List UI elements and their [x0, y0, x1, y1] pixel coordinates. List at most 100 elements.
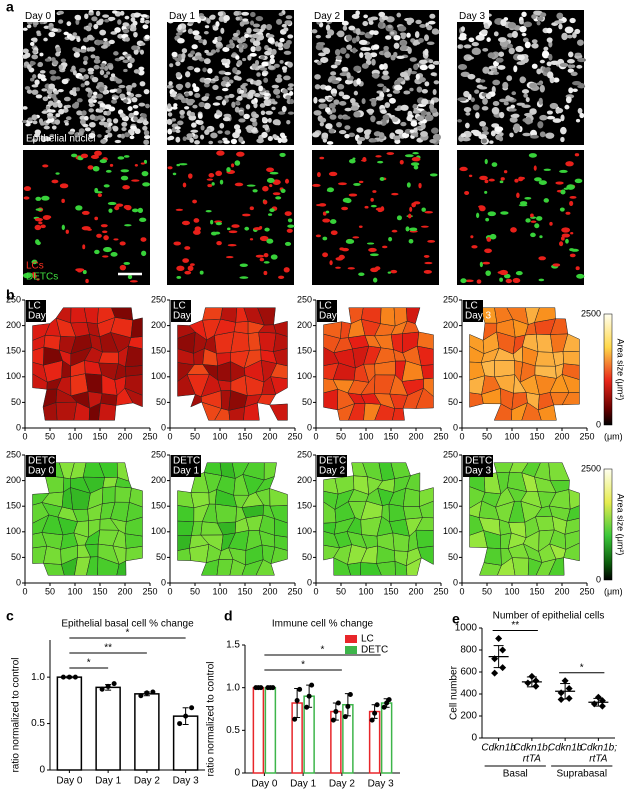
day-label: Day 2 — [314, 11, 341, 22]
nucleus — [30, 41, 35, 47]
voronoi-cell — [177, 505, 195, 523]
significance-label: * — [301, 660, 305, 671]
nucleus — [58, 108, 65, 115]
nucleus — [51, 125, 57, 130]
lc-cell — [96, 233, 102, 238]
nucleus — [415, 19, 422, 25]
nucleus — [492, 79, 501, 86]
nucleus — [200, 125, 205, 131]
nucleus — [33, 133, 40, 138]
map-cell-label: LC — [465, 301, 478, 312]
lc-cell — [316, 171, 321, 178]
nucleus — [382, 85, 387, 93]
detc-cell — [559, 169, 568, 173]
nucleus — [424, 81, 430, 87]
nucleus — [85, 26, 92, 32]
nucleus — [34, 79, 40, 86]
day-label-box — [312, 10, 344, 22]
detc-cell — [484, 190, 488, 194]
voronoi-cell — [263, 462, 277, 481]
lc-cell — [231, 163, 235, 168]
micrograph-cells — [165, 9, 295, 145]
nucleus — [252, 28, 261, 33]
data-point — [330, 717, 336, 723]
nucleus — [363, 14, 368, 19]
nucleus — [240, 84, 246, 90]
nucleus — [102, 89, 108, 95]
image-label: Epithelial nuclei — [26, 134, 96, 145]
lc-cell — [561, 236, 565, 241]
nucleus — [127, 106, 133, 112]
nucleus — [210, 49, 217, 54]
nucleus — [229, 39, 234, 45]
nucleus — [31, 84, 39, 88]
x-tick-label: 250 — [287, 586, 302, 596]
voronoi-cell — [534, 351, 556, 367]
nucleus — [342, 115, 351, 120]
nucleus — [26, 24, 32, 29]
nucleus — [523, 21, 533, 28]
nucleus — [85, 87, 92, 92]
lc-cell — [335, 266, 341, 269]
area-map — [323, 307, 434, 421]
voronoi-cell — [125, 365, 143, 377]
nucleus — [498, 136, 504, 142]
nucleus — [539, 59, 545, 64]
y-tick-label: 1.0 — [226, 682, 240, 693]
nucleus — [493, 31, 499, 37]
nucleus — [252, 40, 261, 47]
nucleus — [287, 34, 294, 39]
nucleus — [75, 87, 80, 92]
nucleus — [400, 104, 409, 111]
nucleus — [415, 73, 420, 80]
y-axis-label: Cell number — [449, 665, 460, 720]
nucleus — [93, 64, 100, 70]
lc-cell — [94, 216, 99, 221]
lc-cell — [533, 165, 537, 171]
detc-cell — [358, 272, 365, 277]
lc-cell — [530, 220, 537, 223]
lc-cell — [102, 230, 108, 234]
data-point — [66, 674, 72, 680]
nucleus — [76, 98, 83, 103]
lc-cell — [206, 178, 214, 181]
panel-label: c — [6, 608, 14, 624]
nucleus — [356, 78, 362, 85]
nucleus — [522, 132, 531, 137]
nucleus — [105, 129, 110, 134]
nucleus — [325, 123, 333, 130]
map-day-label: Day 1 — [173, 311, 200, 322]
voronoi-cell — [269, 488, 288, 507]
detc-cell — [55, 172, 60, 175]
nucleus — [103, 110, 108, 116]
voronoi-cell — [548, 462, 570, 481]
y-tick-label: 0 — [16, 577, 21, 587]
detc-cell — [287, 224, 295, 228]
y-tick-label: 600 — [460, 667, 477, 678]
detc-cell — [123, 261, 131, 265]
nucleus — [546, 27, 553, 34]
voronoi-cell — [125, 345, 143, 368]
lc-cell — [360, 159, 367, 162]
nucleus — [96, 20, 103, 26]
lc-cell — [188, 173, 193, 179]
nucleus — [224, 95, 230, 99]
nucleus — [222, 76, 229, 81]
nucleus — [265, 23, 273, 31]
nucleus — [461, 137, 471, 142]
nucleus — [337, 114, 343, 120]
detc-cell — [139, 217, 147, 223]
nucleus — [287, 61, 293, 68]
nucleus — [238, 118, 246, 123]
nucleus — [507, 43, 513, 49]
nucleus — [495, 57, 504, 63]
nucleus — [65, 116, 72, 121]
voronoi-cell — [130, 317, 143, 338]
lc-cell — [375, 155, 382, 158]
nucleus — [361, 98, 366, 105]
detc-cell — [487, 211, 497, 217]
significance-label: * — [126, 628, 130, 639]
detc-cell — [266, 177, 275, 184]
nucleus — [540, 12, 547, 18]
nucleus — [318, 103, 326, 110]
